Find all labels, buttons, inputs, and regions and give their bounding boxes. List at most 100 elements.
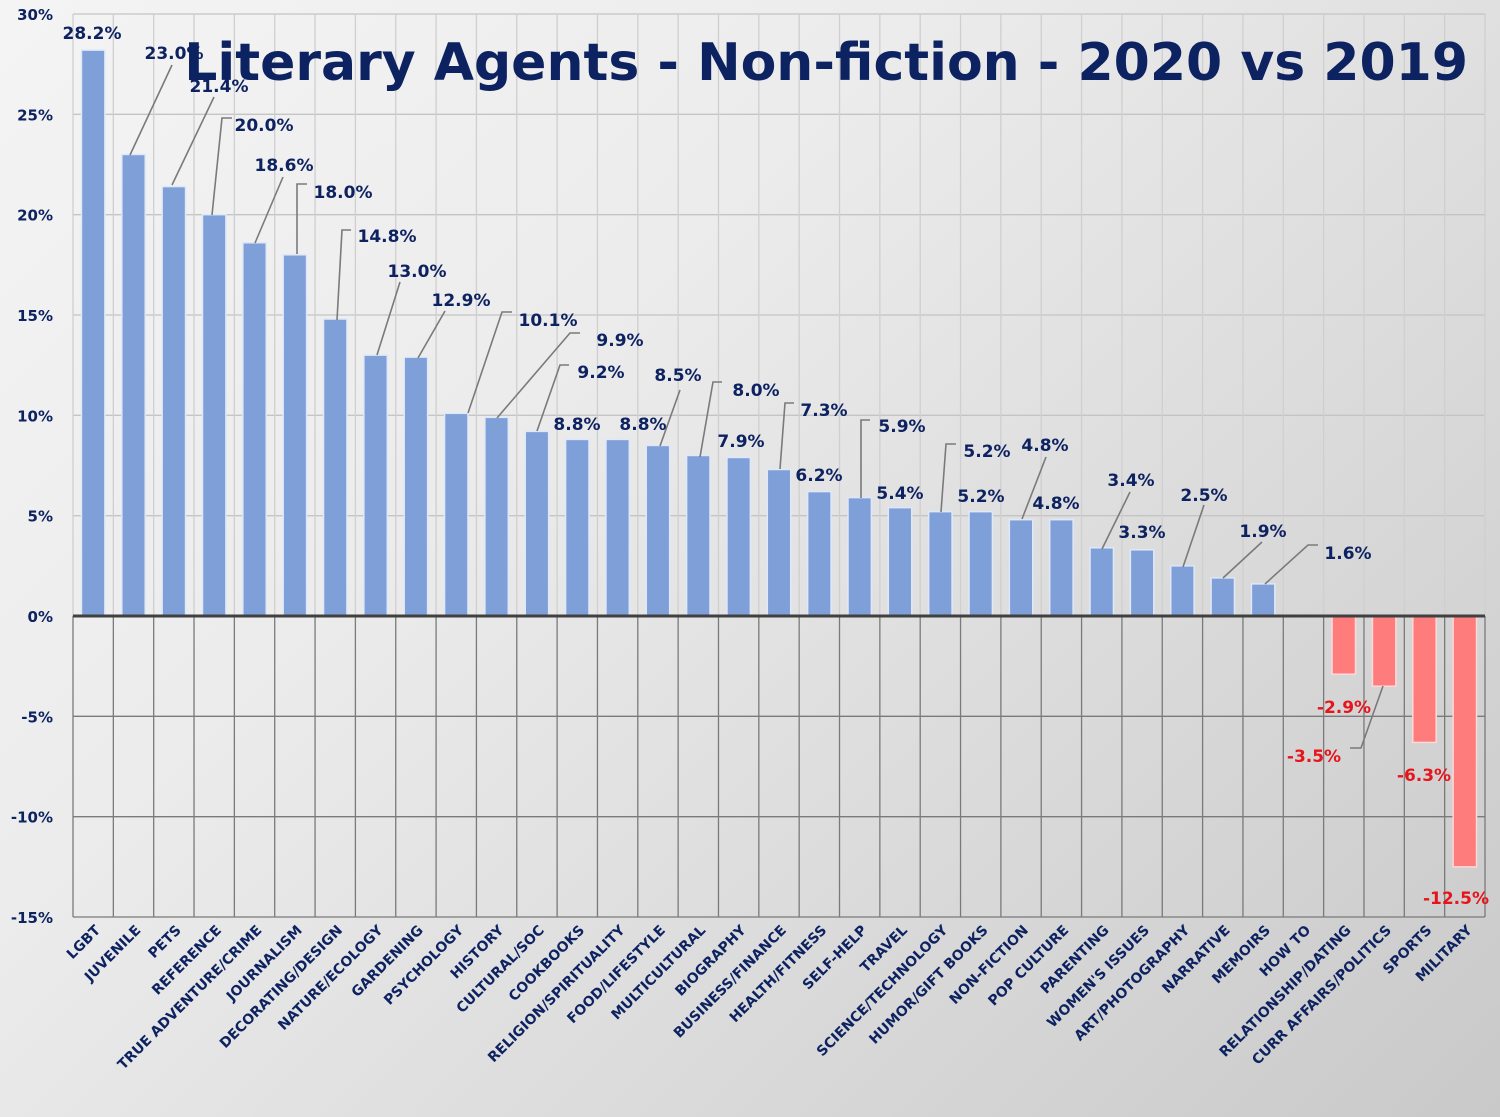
leader-line bbox=[129, 64, 173, 156]
leader-line bbox=[171, 96, 215, 186]
leader-line bbox=[699, 381, 722, 458]
y-tick-label: 20% bbox=[17, 207, 53, 225]
leader-line bbox=[417, 310, 446, 359]
y-tick-label: 5% bbox=[28, 508, 53, 526]
leader-line bbox=[940, 443, 956, 513]
leader-line bbox=[1264, 544, 1318, 585]
bar-sports bbox=[1412, 615, 1437, 744]
bar-memoirs bbox=[1250, 583, 1276, 617]
x-category-label: PETS bbox=[145, 923, 184, 962]
data-label: -6.3% bbox=[1397, 766, 1451, 786]
data-label: 9.2% bbox=[577, 363, 624, 383]
leader-line bbox=[254, 176, 284, 244]
leader-line bbox=[1222, 541, 1263, 579]
y-tick-label: -5% bbox=[21, 708, 53, 726]
data-label: 7.9% bbox=[717, 432, 764, 452]
data-label: 14.8% bbox=[358, 227, 417, 247]
data-label: 20.0% bbox=[235, 116, 294, 136]
data-label: 10.1% bbox=[519, 311, 578, 331]
data-label: 18.0% bbox=[314, 183, 373, 203]
y-tick-label: 10% bbox=[17, 407, 53, 425]
gridlines bbox=[72, 13, 1486, 918]
bar-non-fiction bbox=[1008, 518, 1034, 617]
bar-self-help bbox=[847, 496, 873, 617]
leader-line bbox=[496, 332, 580, 419]
bar-health-fitness bbox=[806, 490, 832, 617]
leader-line bbox=[211, 117, 232, 216]
bar-nature-ecology bbox=[363, 354, 389, 617]
leader-line bbox=[1101, 491, 1131, 550]
bar-parenting bbox=[1089, 547, 1115, 617]
data-label: 13.0% bbox=[388, 262, 447, 282]
bar-curr-affairs-politics bbox=[1371, 615, 1397, 687]
bar-narrative bbox=[1210, 577, 1236, 617]
data-label: 8.0% bbox=[732, 381, 779, 401]
leader-line bbox=[467, 311, 512, 414]
data-label: 5.4% bbox=[876, 484, 923, 504]
bar-pop-culture bbox=[1048, 518, 1074, 617]
bar-business-finance bbox=[766, 468, 792, 617]
data-label: -3.5% bbox=[1287, 747, 1341, 767]
data-label: 4.8% bbox=[1032, 494, 1079, 514]
leader-line bbox=[860, 419, 870, 498]
bar-juvenile bbox=[121, 153, 146, 617]
data-label: 1.6% bbox=[1324, 544, 1371, 564]
chart-title: Literary Agents - Non-fiction - 2020 vs … bbox=[184, 33, 1468, 93]
data-label: 5.2% bbox=[963, 442, 1010, 462]
bar-lgbt bbox=[80, 49, 106, 617]
bar-history bbox=[484, 416, 510, 617]
leader-line bbox=[1350, 685, 1384, 749]
leader-line bbox=[1182, 504, 1205, 568]
data-label: 28.2% bbox=[63, 24, 122, 44]
y-tick-label: 25% bbox=[17, 106, 53, 124]
data-label: 5.2% bbox=[957, 487, 1004, 507]
bar-food-lifestyle bbox=[645, 444, 671, 617]
bar-true-adventure-crime bbox=[242, 242, 267, 617]
data-label: 1.9% bbox=[1239, 522, 1286, 542]
data-label: 23.0% bbox=[145, 44, 204, 64]
data-label: 18.6% bbox=[255, 156, 314, 176]
bar-science-technology bbox=[927, 510, 953, 617]
data-labels: 28.2% 23.0% 21.4% 20.0% 18.6%18.0% 14.8% 13.0%… bbox=[63, 24, 1490, 909]
bar-humor-gift-books bbox=[968, 510, 994, 617]
data-label: 6.2% bbox=[795, 466, 842, 486]
leader-line bbox=[659, 389, 681, 447]
data-label: 8.8% bbox=[553, 415, 600, 435]
x-category-label: BIOGRAPHY bbox=[672, 922, 750, 1000]
leader-line bbox=[296, 183, 307, 254]
bar-gardening bbox=[403, 356, 429, 617]
data-label: 5.9% bbox=[878, 417, 925, 437]
y-tick-label: 15% bbox=[17, 307, 53, 325]
bar-military bbox=[1452, 615, 1478, 868]
bar-women-s-issues bbox=[1129, 549, 1155, 617]
bar-travel bbox=[887, 506, 913, 617]
bars bbox=[80, 49, 1478, 868]
leader-line bbox=[376, 281, 401, 356]
data-label: 8.5% bbox=[654, 366, 701, 386]
data-label: 12.9% bbox=[432, 291, 491, 311]
y-axis-ticks: 30% 25% 20% 15% 10% 5% 0% -5% -10% -15% bbox=[11, 6, 53, 927]
data-label: 4.8% bbox=[1021, 436, 1068, 456]
bar-cultural-soc bbox=[524, 430, 550, 617]
leader-line bbox=[779, 402, 794, 470]
bar-reference bbox=[201, 213, 227, 617]
data-label: -12.5% bbox=[1423, 889, 1489, 909]
bar-religion-spirituality bbox=[605, 438, 631, 617]
bar-cookbooks bbox=[564, 438, 590, 617]
bar-pets bbox=[161, 185, 187, 617]
bar-biography bbox=[726, 456, 752, 617]
data-label: 7.3% bbox=[800, 401, 847, 421]
data-label: -2.9% bbox=[1317, 698, 1371, 718]
data-label: 3.4% bbox=[1107, 471, 1154, 491]
bar-multicultural bbox=[685, 454, 711, 617]
data-label: 9.9% bbox=[596, 331, 643, 351]
bar-relationship-dating bbox=[1331, 615, 1357, 675]
y-tick-label: 30% bbox=[17, 6, 53, 24]
y-tick-label: 0% bbox=[28, 608, 53, 626]
leader-lines bbox=[129, 64, 1384, 749]
leader-line bbox=[1021, 456, 1047, 520]
leader-line bbox=[536, 364, 569, 432]
bar-art-photography bbox=[1169, 565, 1195, 617]
bar-decorating-design bbox=[322, 318, 348, 617]
